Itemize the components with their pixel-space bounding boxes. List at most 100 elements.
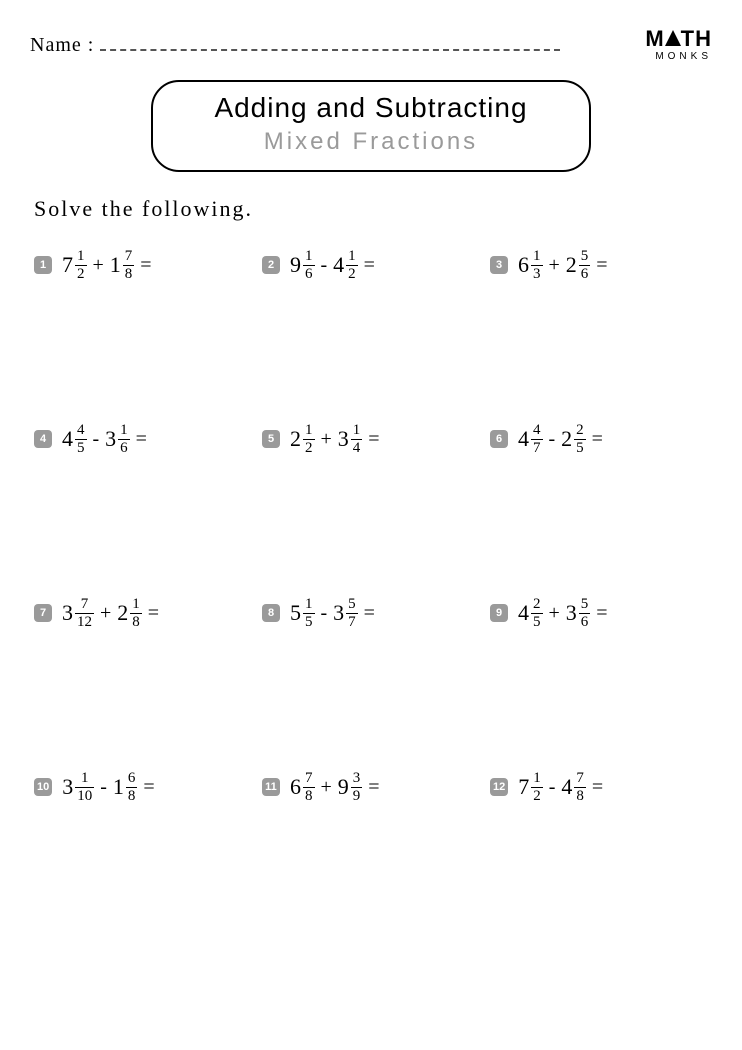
whole-a: 4 (62, 426, 73, 452)
operand-b: 225 (561, 422, 586, 456)
equals-sign: = (364, 602, 375, 625)
denominator-b: 6 (118, 439, 130, 457)
fraction-b: 57 (346, 596, 358, 630)
problem: 8515-357= (262, 596, 480, 630)
numerator-a: 1 (531, 248, 543, 265)
operand-a: 712 (518, 770, 543, 804)
problem: 3613+256= (490, 248, 708, 282)
whole-a: 3 (62, 600, 73, 626)
operand-b: 218 (117, 596, 142, 630)
fraction-a: 13 (531, 248, 543, 282)
problem-number-badge: 4 (34, 430, 52, 448)
operator: + (321, 428, 332, 451)
name-field: Name : (30, 34, 645, 57)
fraction-a: 12 (303, 422, 315, 456)
denominator-b: 8 (574, 787, 586, 805)
fraction-a: 47 (531, 422, 543, 456)
operand-a: 712 (62, 248, 87, 282)
operator: - (321, 602, 328, 625)
operator: + (93, 254, 104, 277)
numerator-a: 1 (531, 770, 543, 787)
fraction-b: 12 (346, 248, 358, 282)
denominator-a: 5 (531, 613, 543, 631)
operand-b: 256 (566, 248, 591, 282)
numerator-a: 1 (303, 248, 315, 265)
operator: - (549, 776, 556, 799)
fraction-b: 56 (579, 596, 591, 630)
numerator-a: 4 (75, 422, 87, 439)
denominator-b: 8 (123, 265, 135, 283)
whole-b: 3 (105, 426, 116, 452)
denominator-a: 2 (75, 265, 87, 283)
problem: 1712+178= (34, 248, 252, 282)
operand-b: 478 (561, 770, 586, 804)
numerator-a: 1 (303, 422, 315, 439)
operator: + (549, 254, 560, 277)
operand-a: 212 (290, 422, 315, 456)
problem-number-badge: 5 (262, 430, 280, 448)
whole-a: 4 (518, 426, 529, 452)
operand-b: 316 (105, 422, 130, 456)
numerator-b: 2 (574, 422, 586, 439)
operand-b: 412 (333, 248, 358, 282)
problem-number-badge: 9 (490, 604, 508, 622)
denominator-b: 5 (574, 439, 586, 457)
logo: MTH MONKS (645, 28, 712, 62)
whole-a: 7 (62, 252, 73, 278)
problem-number-badge: 2 (262, 256, 280, 274)
numerator-b: 3 (351, 770, 363, 787)
equals-sign: = (140, 254, 151, 277)
denominator-a: 5 (75, 439, 87, 457)
fraction-a: 110 (75, 770, 94, 804)
fraction-a: 12 (75, 248, 87, 282)
problem-number-badge: 7 (34, 604, 52, 622)
problem: 73712+218= (34, 596, 252, 630)
numerator-a: 7 (79, 596, 91, 613)
denominator-a: 6 (303, 265, 315, 283)
whole-a: 9 (290, 252, 301, 278)
problem-number-badge: 6 (490, 430, 508, 448)
equals-sign: = (592, 776, 603, 799)
operand-b: 356 (566, 596, 591, 630)
whole-a: 2 (290, 426, 301, 452)
operand-b: 939 (338, 770, 363, 804)
instruction-text: Solve the following. (34, 196, 712, 222)
fraction-a: 25 (531, 596, 543, 630)
whole-b: 3 (338, 426, 349, 452)
numerator-b: 1 (118, 422, 130, 439)
operator: - (321, 254, 328, 277)
whole-a: 7 (518, 774, 529, 800)
operand-a: 3110 (62, 770, 94, 804)
numerator-a: 2 (531, 596, 543, 613)
operator: - (100, 776, 107, 799)
fraction-b: 25 (574, 422, 586, 456)
problem: 11678+939= (262, 770, 480, 804)
numerator-b: 1 (351, 422, 363, 439)
fraction-b: 18 (130, 596, 142, 630)
numerator-b: 5 (579, 596, 591, 613)
operand-a: 678 (290, 770, 315, 804)
operand-b: 357 (333, 596, 358, 630)
equals-sign: = (596, 602, 607, 625)
whole-b: 1 (113, 774, 124, 800)
problem: 2916-412= (262, 248, 480, 282)
problem-number-badge: 10 (34, 778, 52, 796)
name-underline[interactable] (100, 49, 560, 51)
name-label: Name : (30, 34, 94, 57)
problem-number-badge: 12 (490, 778, 508, 796)
title-box: Adding and Subtracting Mixed Fractions (151, 80, 591, 172)
fraction-a: 78 (303, 770, 315, 804)
problem: 6447-225= (490, 422, 708, 456)
operator: + (321, 776, 332, 799)
whole-a: 6 (518, 252, 529, 278)
fraction-b: 78 (574, 770, 586, 804)
denominator-b: 9 (351, 787, 363, 805)
denominator-a: 3 (531, 265, 543, 283)
fraction-b: 14 (351, 422, 363, 456)
equals-sign: = (148, 602, 159, 625)
equals-sign: = (368, 428, 379, 451)
whole-b: 3 (566, 600, 577, 626)
operand-a: 916 (290, 248, 315, 282)
numerator-a: 1 (303, 596, 315, 613)
whole-b: 2 (566, 252, 577, 278)
